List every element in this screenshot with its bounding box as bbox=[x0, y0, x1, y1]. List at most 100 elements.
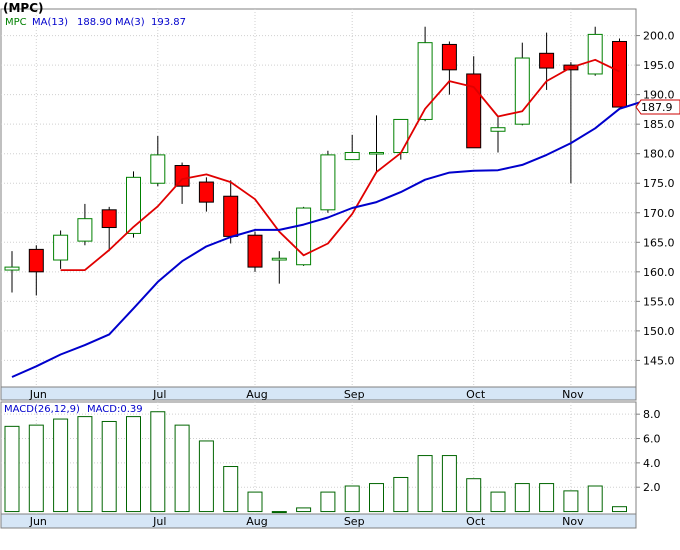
candle bbox=[587, 26, 603, 76]
candle-body bbox=[320, 154, 336, 211]
macd-month-label: Jun bbox=[29, 515, 47, 528]
candle bbox=[247, 231, 263, 272]
macd-bar bbox=[344, 485, 360, 513]
macd-bar bbox=[28, 424, 44, 513]
macd-bar bbox=[441, 455, 457, 513]
legend-macd: MACD(26,12,9) MACD:0.39 bbox=[4, 404, 143, 415]
candle-body bbox=[53, 234, 69, 261]
candle-body bbox=[539, 52, 555, 69]
macd-month-label: Jul bbox=[152, 515, 166, 528]
candle-body bbox=[441, 43, 457, 71]
candle-body bbox=[28, 248, 44, 273]
macd-bar bbox=[296, 507, 312, 513]
macd-bar bbox=[150, 411, 166, 513]
legend-mpc: MPC bbox=[5, 17, 27, 28]
macd-tick-label: 8.0 bbox=[643, 408, 661, 421]
macd-bar bbox=[539, 483, 555, 513]
candle-body bbox=[514, 57, 530, 125]
candle-body bbox=[150, 154, 166, 184]
legend-macd-value: MACD:0.39 bbox=[87, 404, 143, 415]
chart-title: (MPC) bbox=[3, 1, 44, 15]
price-date-axis bbox=[0, 386, 637, 401]
legend-ma13-label: MA(13) bbox=[32, 17, 68, 28]
candle-body bbox=[393, 118, 409, 154]
macd-month-label: Oct bbox=[466, 515, 486, 528]
macd-bar bbox=[4, 425, 20, 513]
candle bbox=[223, 180, 239, 244]
candle bbox=[344, 134, 360, 161]
price-tick-label: 145.0 bbox=[643, 354, 675, 367]
legend-ma3-value: 193.87 bbox=[151, 17, 186, 28]
candle bbox=[369, 115, 384, 172]
macd-bar bbox=[223, 466, 239, 513]
candle-body bbox=[198, 181, 214, 203]
price-month-label: Aug bbox=[246, 388, 267, 401]
series-line-ma3 bbox=[60, 58, 620, 271]
last-price-label: 187.9 bbox=[641, 101, 673, 114]
macd-bar bbox=[466, 478, 482, 513]
macd-bar bbox=[198, 440, 214, 513]
macd-bar bbox=[490, 491, 506, 513]
legend-ma3-label: MA(3) bbox=[115, 17, 145, 28]
price-tick-label: 190.0 bbox=[643, 89, 675, 102]
candle-body bbox=[223, 195, 239, 237]
macd-tick-label: 2.0 bbox=[643, 481, 661, 494]
last-price-marker bbox=[635, 99, 680, 115]
price-tick-label: 175.0 bbox=[643, 177, 675, 190]
candle bbox=[393, 118, 409, 160]
price-tick-label: 200.0 bbox=[643, 30, 675, 43]
macd-bar bbox=[126, 416, 141, 513]
candle bbox=[441, 41, 457, 95]
macd-bar bbox=[53, 418, 69, 513]
candle-body bbox=[296, 207, 312, 266]
macd-tick-label: 4.0 bbox=[643, 457, 661, 470]
candle-body bbox=[77, 218, 93, 242]
candle-body bbox=[4, 266, 20, 271]
macd-bar bbox=[612, 506, 627, 513]
macd-date-axis bbox=[0, 513, 637, 529]
candle bbox=[612, 38, 627, 108]
candle bbox=[4, 251, 20, 293]
candle-body bbox=[612, 40, 627, 108]
candle bbox=[174, 162, 190, 204]
candle-body bbox=[369, 152, 384, 155]
macd-bar bbox=[369, 483, 384, 513]
macd-bar bbox=[77, 416, 93, 513]
price-tick-label: 165.0 bbox=[643, 236, 675, 249]
macd-bar bbox=[587, 485, 603, 513]
candle-body bbox=[247, 234, 263, 268]
candle bbox=[271, 251, 287, 284]
candle-body bbox=[587, 33, 603, 75]
legend-main: MPC MA(13) 188.90 MA(3) 193.87 bbox=[5, 17, 186, 28]
candle bbox=[320, 150, 336, 213]
price-tick-label: 195.0 bbox=[643, 59, 675, 72]
candle bbox=[490, 117, 506, 153]
price-month-label: Jun bbox=[29, 388, 47, 401]
price-tick-label: 170.0 bbox=[643, 207, 675, 220]
price-tick-label: 155.0 bbox=[643, 295, 675, 308]
legend-macd-title: MACD(26,12,9) bbox=[4, 404, 80, 415]
candle-body bbox=[126, 176, 141, 234]
candle bbox=[77, 203, 93, 246]
candle bbox=[101, 206, 117, 252]
candle-body bbox=[490, 127, 506, 132]
candle bbox=[417, 26, 433, 122]
candle bbox=[28, 245, 44, 296]
candle-body bbox=[271, 257, 287, 261]
candle bbox=[296, 206, 312, 266]
candle-body bbox=[344, 152, 360, 161]
macd-bar bbox=[320, 491, 336, 513]
candle bbox=[53, 230, 69, 269]
macd-month-label: Sep bbox=[344, 515, 365, 528]
macd-tick-label: 6.0 bbox=[643, 433, 661, 446]
price-month-label: Nov bbox=[562, 388, 584, 401]
price-month-label: Sep bbox=[344, 388, 365, 401]
macd-bar bbox=[563, 490, 579, 513]
macd-bar bbox=[101, 420, 117, 513]
macd-bar bbox=[271, 511, 287, 514]
macd-bar bbox=[417, 455, 433, 513]
price-tick-label: 150.0 bbox=[643, 325, 675, 338]
candle-body bbox=[174, 165, 190, 187]
